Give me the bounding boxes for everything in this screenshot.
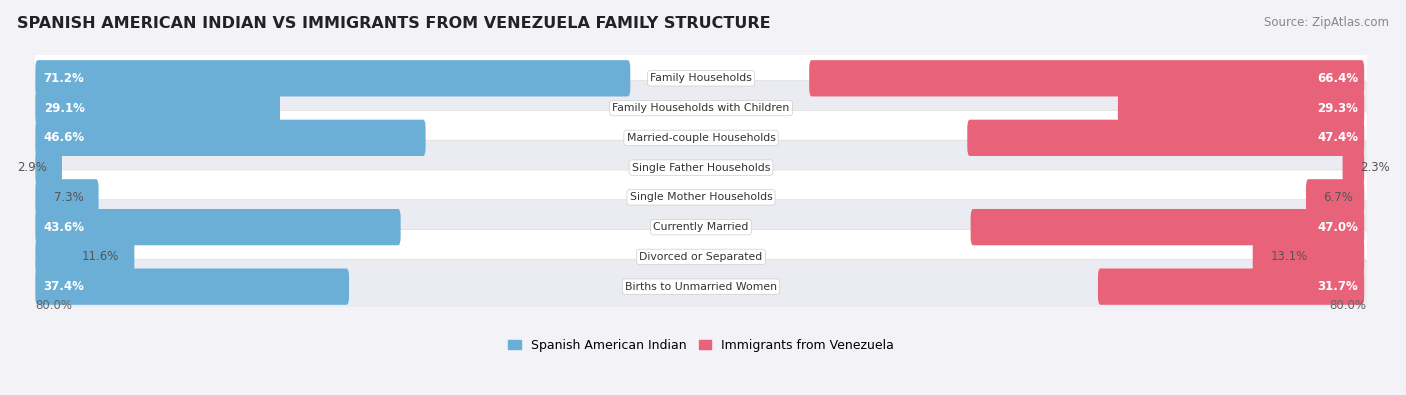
Text: Family Households with Children: Family Households with Children [613,103,790,113]
FancyBboxPatch shape [1343,149,1364,186]
FancyBboxPatch shape [1253,239,1364,275]
FancyBboxPatch shape [34,81,1368,135]
Text: 80.0%: 80.0% [35,299,72,312]
Text: 46.6%: 46.6% [44,131,84,144]
FancyBboxPatch shape [34,229,1368,284]
Text: 29.3%: 29.3% [1317,102,1358,115]
Text: 11.6%: 11.6% [82,250,120,263]
FancyBboxPatch shape [1306,179,1364,216]
Text: 2.3%: 2.3% [1360,161,1389,174]
Text: 71.2%: 71.2% [44,72,84,85]
Text: Source: ZipAtlas.com: Source: ZipAtlas.com [1264,16,1389,29]
FancyBboxPatch shape [35,149,62,186]
FancyBboxPatch shape [35,179,98,216]
Text: 80.0%: 80.0% [1330,299,1367,312]
FancyBboxPatch shape [35,269,349,305]
Legend: Spanish American Indian, Immigrants from Venezuela: Spanish American Indian, Immigrants from… [503,334,898,357]
Text: 2.9%: 2.9% [17,161,46,174]
Text: 29.1%: 29.1% [44,102,84,115]
FancyBboxPatch shape [35,209,401,245]
Text: Married-couple Households: Married-couple Households [627,133,776,143]
Text: 47.4%: 47.4% [1317,131,1358,144]
Text: Divorced or Separated: Divorced or Separated [640,252,762,262]
Text: 6.7%: 6.7% [1323,191,1354,204]
Text: 43.6%: 43.6% [44,221,84,233]
FancyBboxPatch shape [35,120,426,156]
FancyBboxPatch shape [34,111,1368,165]
FancyBboxPatch shape [967,120,1364,156]
FancyBboxPatch shape [34,51,1368,106]
Text: Family Households: Family Households [650,73,752,83]
FancyBboxPatch shape [34,140,1368,195]
Text: Single Mother Households: Single Mother Households [630,192,772,202]
Text: 13.1%: 13.1% [1270,250,1308,263]
FancyBboxPatch shape [810,60,1364,96]
Text: Single Father Households: Single Father Households [631,163,770,173]
Text: 37.4%: 37.4% [44,280,84,293]
Text: 7.3%: 7.3% [53,191,83,204]
FancyBboxPatch shape [35,90,280,126]
FancyBboxPatch shape [970,209,1364,245]
Text: SPANISH AMERICAN INDIAN VS IMMIGRANTS FROM VENEZUELA FAMILY STRUCTURE: SPANISH AMERICAN INDIAN VS IMMIGRANTS FR… [17,16,770,31]
Text: 47.0%: 47.0% [1317,221,1358,233]
FancyBboxPatch shape [35,239,135,275]
FancyBboxPatch shape [34,170,1368,225]
FancyBboxPatch shape [1118,90,1364,126]
FancyBboxPatch shape [35,60,630,96]
FancyBboxPatch shape [34,259,1368,314]
Text: 31.7%: 31.7% [1317,280,1358,293]
Text: Births to Unmarried Women: Births to Unmarried Women [626,282,778,292]
Text: Currently Married: Currently Married [654,222,749,232]
Text: 66.4%: 66.4% [1317,72,1358,85]
FancyBboxPatch shape [1098,269,1364,305]
FancyBboxPatch shape [34,200,1368,254]
